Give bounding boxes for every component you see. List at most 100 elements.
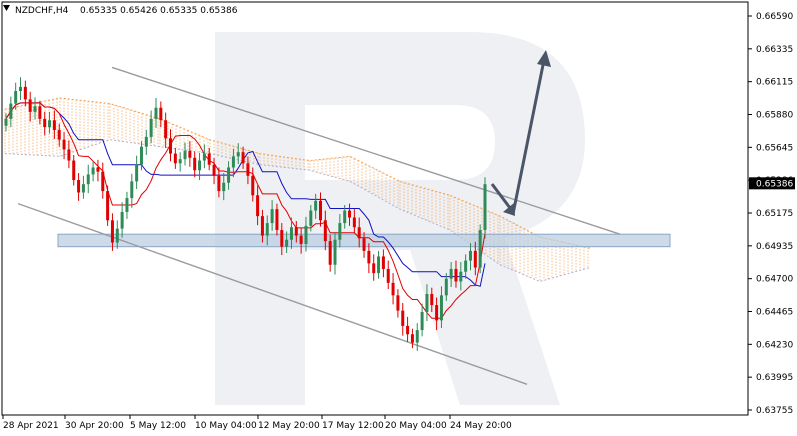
candle-body xyxy=(338,223,342,240)
candle-body xyxy=(420,312,424,331)
candle-body xyxy=(435,305,439,321)
candle-body xyxy=(139,146,143,165)
candle-body xyxy=(459,271,463,282)
candle-body xyxy=(352,217,356,228)
candle-body xyxy=(425,293,429,313)
y-tick-label: 0.64465 xyxy=(756,308,793,318)
candle-body xyxy=(101,171,105,192)
y-tick-label: 0.66115 xyxy=(756,78,793,88)
candle-body xyxy=(57,129,61,140)
candle-body xyxy=(67,149,71,161)
y-tick-label: 0.63755 xyxy=(756,406,793,416)
kijun-sen-line xyxy=(5,102,486,287)
candle-body xyxy=(275,209,279,231)
candle-body xyxy=(314,200,318,211)
senkou-span-b xyxy=(4,139,591,282)
channel-upper-line[interactable] xyxy=(111,66,621,235)
candle-body xyxy=(212,164,216,176)
candle-body xyxy=(28,99,32,112)
candle-body xyxy=(367,250,371,264)
candle-body xyxy=(135,164,139,182)
x-tick-label: 20 May 04:00 xyxy=(385,421,447,431)
candle-body xyxy=(164,120,168,139)
candle-body xyxy=(328,241,332,265)
watermark-logo-icon xyxy=(215,32,585,405)
forecast-arrow[interactable] xyxy=(490,50,551,216)
candle-body xyxy=(110,220,114,243)
candle-body xyxy=(265,223,269,236)
candle-body xyxy=(251,175,255,196)
candle-body xyxy=(4,118,8,126)
candle-body xyxy=(406,325,410,335)
candle-body xyxy=(207,153,211,165)
candle-body xyxy=(439,295,443,321)
y-tick-label: 0.64700 xyxy=(756,275,793,285)
candle-body xyxy=(362,238,366,251)
candle-body xyxy=(270,209,274,224)
candle-body xyxy=(391,282,395,296)
candle-body xyxy=(120,211,124,229)
ohlc-values: 0.65335 0.65426 0.65335 0.65386 xyxy=(80,6,238,16)
candle-body xyxy=(396,295,400,311)
x-tick-label: 24 May 20:00 xyxy=(450,421,512,431)
candle-body xyxy=(43,118,47,128)
y-tick-label: 0.66335 xyxy=(756,45,793,55)
candle-body xyxy=(318,200,322,221)
candle-body xyxy=(154,107,158,119)
candle-body xyxy=(169,138,173,154)
candle-body xyxy=(415,330,419,343)
x-tick-label: 30 Apr 20:00 xyxy=(65,421,124,431)
candle-body xyxy=(299,235,303,244)
candle-body xyxy=(454,268,458,282)
candle-body xyxy=(377,256,381,274)
candle-body xyxy=(130,181,134,199)
plot-frame xyxy=(1,1,749,416)
candle-body xyxy=(294,227,298,236)
candle-body xyxy=(159,107,163,121)
candle-body xyxy=(478,230,482,268)
candle-body xyxy=(178,159,182,164)
candle-body xyxy=(304,225,308,244)
current-price-tag: 0.65386 xyxy=(749,177,795,190)
triangle-down-icon[interactable] xyxy=(3,5,10,11)
y-tick-label: 0.66590 xyxy=(756,12,793,22)
tenkan-sen-line xyxy=(5,102,486,319)
candle-body xyxy=(9,103,13,119)
candle-body xyxy=(72,160,76,180)
y-tick-label: 0.65175 xyxy=(756,209,793,219)
candle-body xyxy=(183,150,187,160)
candle-body xyxy=(96,167,100,172)
candle-body xyxy=(81,184,85,193)
time-axis[interactable]: 28 Apr 2021 30 Apr 20:00 5 May 12:00 10 May… xyxy=(2,415,512,431)
price-axis[interactable]: 0.66590 0.66335 0.66115 0.65880 0.65645 0.653… xyxy=(748,12,793,416)
candle-body xyxy=(38,106,42,119)
x-tick-label: 10 May 04:00 xyxy=(195,421,257,431)
x-tick-label: 12 May 20:00 xyxy=(258,421,320,431)
candle-body xyxy=(241,152,245,164)
candle-body xyxy=(48,120,52,128)
candle-body xyxy=(77,179,81,193)
candle-body xyxy=(222,182,226,192)
candle-body xyxy=(106,191,110,221)
candle-body xyxy=(401,310,405,326)
candle-body xyxy=(19,86,23,92)
candle-body xyxy=(188,150,192,158)
candle-body xyxy=(483,184,487,231)
candle-body xyxy=(115,228,119,243)
arrowhead-icon xyxy=(537,50,551,67)
y-tick-label: 0.65880 xyxy=(756,111,793,121)
candle-body xyxy=(473,250,477,268)
candle-body xyxy=(236,152,240,157)
candle-body xyxy=(33,106,37,112)
candle-body xyxy=(410,334,414,343)
candle-body xyxy=(260,216,264,236)
candle-body xyxy=(217,175,221,192)
candle-body xyxy=(23,86,27,100)
candle-body xyxy=(246,163,250,176)
forecast-arrow-up xyxy=(511,59,546,215)
channel-lower-line[interactable] xyxy=(17,202,528,385)
forecast-arrow-down xyxy=(490,183,512,209)
candle-body xyxy=(62,139,66,150)
